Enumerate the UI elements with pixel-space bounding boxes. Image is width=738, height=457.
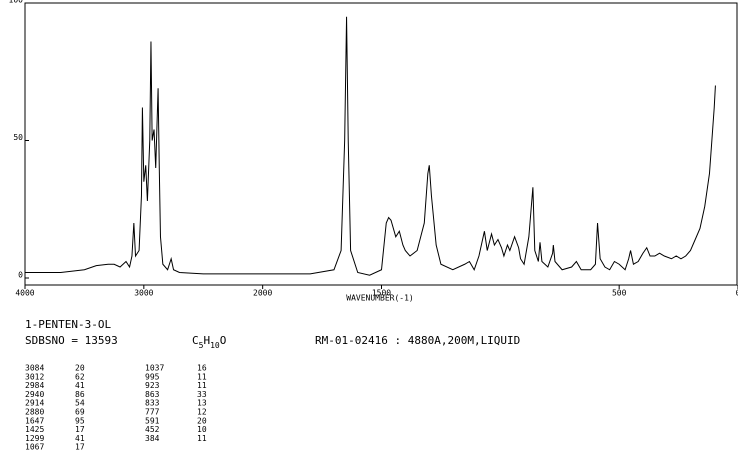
plot-frame xyxy=(24,2,738,286)
peak-wavenumber: 591 xyxy=(145,416,160,425)
peak-wavenumber: 923 xyxy=(145,381,160,390)
peak-wavenumber: 2914 xyxy=(25,399,44,408)
peak-wavenumber: 863 xyxy=(145,390,160,399)
peak-wavenumber: 1425 xyxy=(25,425,44,434)
y-tick-label: 0 xyxy=(18,271,23,280)
peak-wavenumber: 1067 xyxy=(25,443,44,452)
compound-name: 1-PENTEN-3-OL xyxy=(25,318,111,331)
x-tick-label: 0 xyxy=(736,289,738,298)
peak-intensity: 41 xyxy=(75,381,85,390)
peak-wavenumber: 833 xyxy=(145,399,160,408)
peak-wavenumber: 3012 xyxy=(25,372,44,381)
y-tick-label: 50 xyxy=(13,133,23,142)
peak-intensity: 62 xyxy=(75,372,85,381)
formula: C5H10O xyxy=(192,334,226,350)
peak-wavenumber: 2880 xyxy=(25,408,44,417)
peak-intensity: 20 xyxy=(75,364,85,373)
peak-wavenumber: 3084 xyxy=(25,364,44,373)
spectrum-line xyxy=(25,16,716,276)
peak-intensity: 12 xyxy=(197,408,207,417)
sdbs-number: SDBSNO = 13593 xyxy=(25,334,118,347)
peak-wavenumber: 1037 xyxy=(145,364,164,373)
peak-intensity: 41 xyxy=(75,434,85,443)
x-tick-label: 500 xyxy=(612,289,627,298)
peak-wavenumber: 1647 xyxy=(25,416,44,425)
peak-wavenumber: 2940 xyxy=(25,390,44,399)
peak-wavenumber: 2984 xyxy=(25,381,44,390)
x-axis-label: WAVENUMBER(-1) xyxy=(346,294,413,303)
peak-intensity: 13 xyxy=(197,399,207,408)
peak-intensity: 16 xyxy=(197,364,207,373)
peak-intensity: 11 xyxy=(197,434,207,443)
x-tick-label: 3000 xyxy=(134,289,153,298)
conditions: RM-01-02416 : 4880A,200M,LIQUID xyxy=(315,334,520,347)
peak-wavenumber: 384 xyxy=(145,434,160,443)
peak-intensity: 86 xyxy=(75,390,85,399)
peak-intensity: 17 xyxy=(75,443,85,452)
peak-wavenumber: 452 xyxy=(145,425,160,434)
peak-wavenumber: 1299 xyxy=(25,434,44,443)
peak-intensity: 95 xyxy=(75,416,85,425)
peak-intensity: 11 xyxy=(197,372,207,381)
peak-wavenumber: 777 xyxy=(145,408,160,417)
peak-intensity: 54 xyxy=(75,399,85,408)
peak-intensity: 17 xyxy=(75,425,85,434)
x-tick-label: 1500 xyxy=(372,289,391,298)
peak-intensity: 69 xyxy=(75,408,85,417)
peak-intensity: 33 xyxy=(197,390,207,399)
peak-intensity: 10 xyxy=(197,425,207,434)
x-tick-label: 2000 xyxy=(253,289,272,298)
y-tick-label: 100 xyxy=(9,0,24,5)
peak-intensity: 20 xyxy=(197,416,207,425)
peak-intensity: 11 xyxy=(197,381,207,390)
peak-wavenumber: 995 xyxy=(145,372,160,381)
x-tick-label: 4000 xyxy=(15,289,34,298)
